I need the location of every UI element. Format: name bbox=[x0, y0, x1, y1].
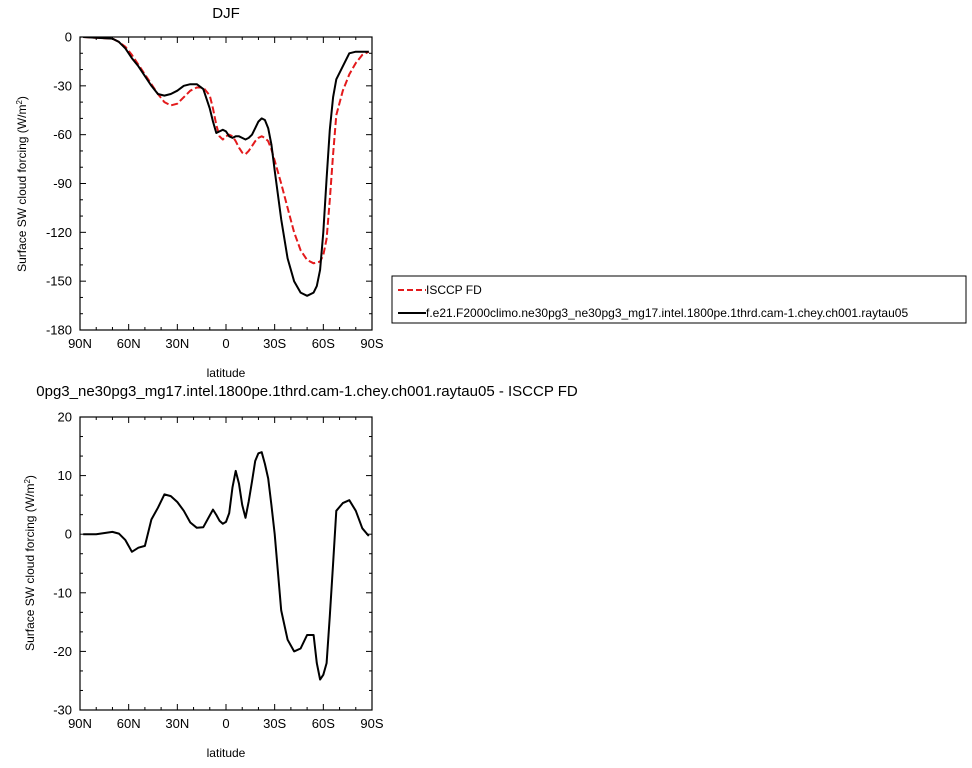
x-axis-label: latitude bbox=[207, 366, 246, 380]
series-line-model bbox=[83, 37, 369, 297]
y-axis-label-close: ) bbox=[15, 96, 29, 100]
y-tick-label: 20 bbox=[58, 410, 72, 425]
chart-title: 0pg3_ne30pg3_mg17.intel.1800pe.1thrd.cam… bbox=[36, 383, 578, 400]
x-tick-label: 30S bbox=[263, 336, 286, 351]
y-axis-label-text: Surface SW cloud forcing (W/m bbox=[23, 484, 37, 651]
x-tick-label: 30N bbox=[165, 716, 189, 731]
legend-label-isccp: ISCCP FD bbox=[426, 283, 482, 297]
y-axis-label-close: ) bbox=[23, 475, 37, 479]
y-tick-label: -30 bbox=[53, 703, 72, 718]
y-axis-label-sup: 2 bbox=[15, 100, 24, 105]
series-line-isccp bbox=[83, 37, 370, 265]
y-tick-label: 10 bbox=[58, 468, 72, 483]
y-tick-label: 0 bbox=[65, 527, 72, 542]
y-axis-label: Surface SW cloud forcing (W/m2) bbox=[23, 475, 37, 651]
y-axis-label-text: Surface SW cloud forcing (W/m bbox=[15, 105, 29, 272]
x-tick-label: 60S bbox=[312, 336, 335, 351]
y-tick-label: -10 bbox=[53, 585, 72, 600]
plot-frame bbox=[79, 416, 373, 711]
series-line-model bbox=[83, 451, 370, 681]
y-axis-label: Surface SW cloud forcing (W/m2) bbox=[15, 96, 29, 272]
difference-panel: 0pg3_ne30pg3_mg17.intel.1800pe.1thrd.cam… bbox=[23, 383, 578, 760]
x-tick-label: 0 bbox=[222, 716, 229, 731]
legend-box bbox=[391, 275, 967, 324]
x-tick-label: 30N bbox=[165, 336, 189, 351]
y-tick-label: -150 bbox=[46, 274, 72, 289]
x-tick-label: 60S bbox=[312, 716, 335, 731]
x-tick-label: 90S bbox=[360, 336, 383, 351]
y-tick-label: -120 bbox=[46, 225, 72, 240]
y-tick-label: -30 bbox=[53, 78, 72, 93]
legend-label-model: f.e21.F2000climo.ne30pg3_ne30pg3_mg17.in… bbox=[426, 306, 908, 320]
x-tick-label: 90S bbox=[360, 716, 383, 731]
y-tick-label: -90 bbox=[53, 176, 72, 191]
y-tick-label: 0 bbox=[65, 30, 72, 45]
plot-area: 90N 60N 30N 0 30S 60S 90S 20 10 0 -10 -20 -30 bbox=[53, 410, 384, 732]
chart-title: DJF bbox=[212, 5, 240, 22]
x-tick-label: 60N bbox=[117, 336, 141, 351]
plot-area: 90N 60N 30N 0 30S 60S 90S 0 -30 -60 -90 -120 -150 -18… bbox=[46, 30, 384, 352]
legend: ISCCP FD f.e21.F2000climo.ne30pg3_ne30pg… bbox=[391, 275, 967, 324]
djf-panel: DJF 90N 60N 30N 0 30S 60S 90S 0 -30 -60 -90 -120 -15… bbox=[15, 5, 384, 380]
y-tick-label: -60 bbox=[53, 127, 72, 142]
x-axis-label: latitude bbox=[207, 746, 246, 760]
x-tick-label: 0 bbox=[222, 336, 229, 351]
x-tick-label: 60N bbox=[117, 716, 141, 731]
plot-frame bbox=[79, 36, 373, 331]
y-tick-label: -180 bbox=[46, 323, 72, 338]
x-tick-label: 30S bbox=[263, 716, 286, 731]
x-tick-label: 90N bbox=[68, 716, 92, 731]
y-tick-label: -20 bbox=[53, 644, 72, 659]
y-axis-label-sup: 2 bbox=[23, 479, 32, 484]
x-tick-label: 90N bbox=[68, 336, 92, 351]
